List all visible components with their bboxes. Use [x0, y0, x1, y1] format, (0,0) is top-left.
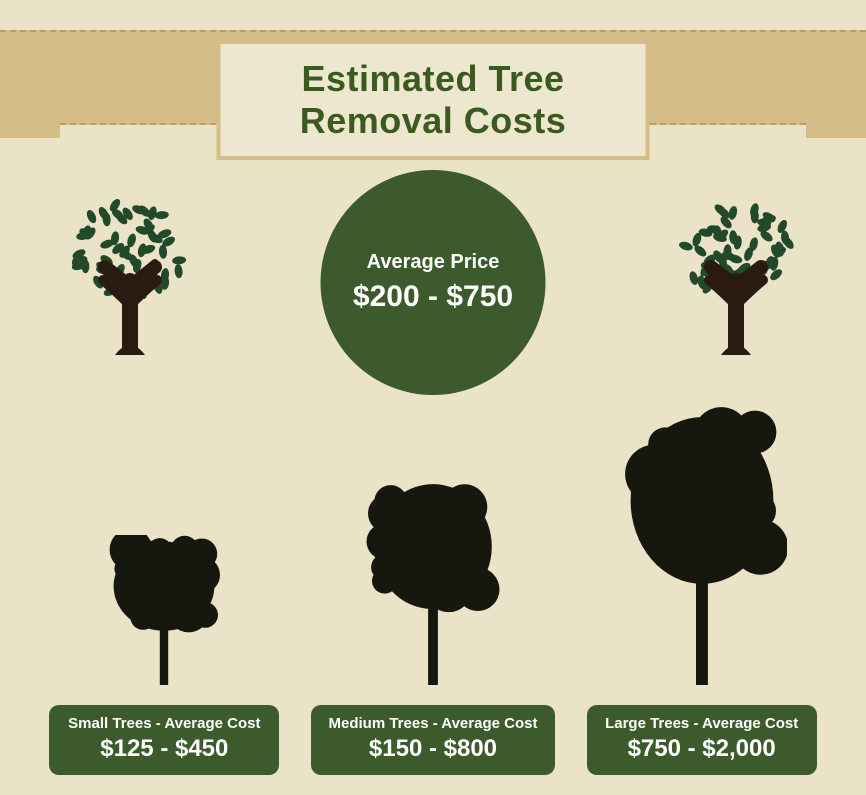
decorative-tree-left: [55, 185, 205, 355]
tree-silhouette-small: [104, 535, 224, 690]
page-title: Estimated Tree Removal Costs: [271, 58, 596, 142]
hero-row: Average Price $200 - $750: [0, 170, 866, 400]
tree-silhouette-large: [617, 405, 787, 690]
size-col-small: Small Trees - Average Cost $125 - $450: [39, 535, 289, 775]
title-box: Estimated Tree Removal Costs: [217, 40, 650, 160]
size-col-medium: Medium Trees - Average Cost $150 - $800: [308, 475, 558, 775]
cost-pill-large: Large Trees - Average Cost $750 - $2,000: [587, 705, 817, 775]
banner-tab-right: [806, 108, 866, 138]
tree-silhouette-medium: [363, 475, 503, 690]
cost-value-large: $750 - $2,000: [605, 735, 799, 763]
cost-value-small: $125 - $450: [67, 735, 261, 763]
cost-pill-small: Small Trees - Average Cost $125 - $450: [49, 705, 279, 775]
cost-label-small: Small Trees - Average Cost: [67, 715, 261, 732]
cost-label-large: Large Trees - Average Cost: [605, 715, 799, 732]
cost-pill-medium: Medium Trees - Average Cost $150 - $800: [311, 705, 556, 775]
title-banner: Estimated Tree Removal Costs: [0, 0, 866, 160]
banner-tab-left: [0, 108, 60, 138]
average-price-label: Average Price: [367, 251, 500, 274]
cost-label-medium: Medium Trees - Average Cost: [329, 715, 538, 732]
size-col-large: Large Trees - Average Cost $750 - $2,000: [577, 405, 827, 775]
average-price-circle: Average Price $200 - $750: [321, 170, 546, 395]
decorative-tree-right: [661, 185, 811, 355]
average-price-value: $200 - $750: [353, 280, 513, 314]
cost-value-medium: $150 - $800: [329, 735, 538, 763]
sizes-row: Small Trees - Average Cost $125 - $450 M…: [0, 405, 866, 775]
